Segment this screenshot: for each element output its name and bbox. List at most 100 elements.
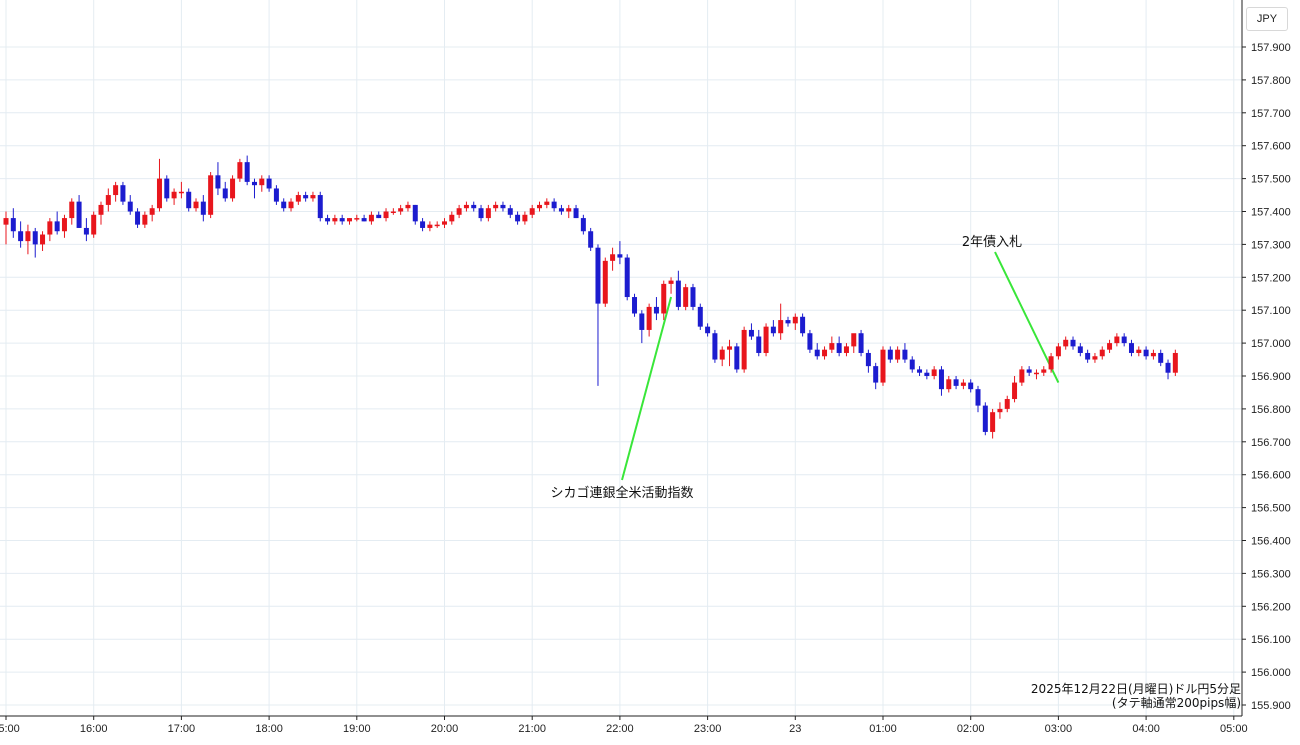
candle-body: [10, 218, 16, 232]
chart-caption-line1: 2025年12月22日(月曜日)ドル円5分足: [1031, 682, 1241, 696]
candle-body: [544, 201, 550, 205]
candle-body: [990, 412, 996, 432]
candle-body: [390, 211, 396, 213]
candle-body: [354, 218, 360, 220]
candle-body: [105, 195, 111, 205]
candle-body: [741, 329, 747, 370]
candle-body: [690, 287, 696, 307]
candle-body: [573, 208, 579, 219]
candle-body: [273, 188, 279, 202]
candle-body: [427, 224, 433, 228]
candle-body: [361, 218, 367, 222]
candle-body: [420, 221, 426, 228]
candle-body: [880, 349, 886, 383]
candle-body: [982, 405, 988, 432]
x-tick-label: 01:00: [869, 723, 897, 735]
candle-body: [412, 204, 418, 222]
candle-body: [610, 254, 616, 261]
annotation-leader-line: [994, 251, 1060, 384]
x-tick-label: 03:00: [1045, 723, 1073, 735]
y-tick-label: 157.300: [1251, 239, 1291, 251]
candle-body: [200, 201, 206, 215]
candle-body: [149, 208, 155, 215]
candle-body: [763, 326, 769, 353]
candle-body: [471, 204, 477, 209]
candle-body: [1107, 343, 1113, 350]
candle-body: [456, 208, 462, 215]
candle-body: [237, 162, 243, 179]
candle-body: [946, 379, 952, 390]
candle-body: [332, 218, 338, 222]
candle-body: [770, 326, 776, 334]
candle-body: [368, 214, 374, 222]
candle-body: [917, 369, 923, 373]
y-tick-label: 156.600: [1251, 470, 1291, 482]
candle-body: [193, 201, 199, 209]
candle-body: [887, 349, 893, 360]
candle-body: [1019, 369, 1025, 383]
candle-body: [463, 204, 469, 209]
candle-body: [807, 333, 813, 350]
currency-badge[interactable]: JPY: [1246, 7, 1288, 31]
candle-body: [588, 231, 594, 248]
y-tick-label: 155.900: [1251, 700, 1291, 712]
candle-body: [1055, 346, 1061, 357]
candle-body: [317, 195, 323, 219]
candle-body: [32, 231, 38, 245]
candle-body: [602, 260, 608, 304]
candle-body: [83, 227, 89, 235]
candle-body: [1063, 339, 1069, 347]
candle-body: [325, 218, 331, 222]
candle-body: [171, 191, 177, 199]
candle-body: [1136, 349, 1142, 353]
candle-body: [756, 336, 762, 353]
candle-body: [1033, 372, 1039, 375]
grid-lines: [0, 0, 1242, 716]
candle-body: [785, 320, 791, 324]
candle-body: [632, 297, 638, 314]
candle-body: [164, 178, 170, 199]
candle-body: [507, 208, 513, 215]
candle-body: [76, 201, 82, 228]
candle-body: [865, 352, 871, 367]
candle-body: [127, 201, 133, 212]
candle-body: [383, 211, 389, 219]
y-tick-label: 157.600: [1251, 141, 1291, 153]
candle-body: [1012, 382, 1018, 400]
candle-body: [478, 208, 484, 219]
candle-body: [697, 306, 703, 327]
annotation-lines: [621, 251, 1060, 481]
y-tick-label: 156.800: [1251, 404, 1291, 416]
candle-body: [1158, 352, 1164, 363]
x-tick-label: 04:00: [1132, 723, 1160, 735]
x-tick-label: 22:00: [606, 723, 634, 735]
candle-body: [25, 231, 31, 242]
candle-body: [281, 201, 287, 209]
candle-body: [310, 195, 316, 199]
y-tick-label: 156.700: [1251, 437, 1291, 449]
candle-body: [617, 254, 623, 258]
candle-body: [705, 326, 711, 334]
candle-body: [303, 195, 309, 199]
candle-body: [558, 208, 564, 212]
candle-body: [208, 175, 214, 215]
candle-body: [931, 369, 937, 376]
x-tick-label: 21:00: [518, 723, 546, 735]
candle-body: [186, 191, 192, 209]
candle-body: [346, 218, 352, 222]
candle-body: [712, 333, 718, 360]
y-tick-label: 156.200: [1251, 601, 1291, 613]
y-tick-label: 156.400: [1251, 536, 1291, 548]
x-tick-label: 19:00: [343, 723, 371, 735]
candle-body: [1041, 369, 1047, 373]
candle-body: [895, 349, 901, 360]
candle-body: [909, 359, 915, 370]
annotation-2y-auction-label: 2年債入札: [962, 235, 1022, 250]
candle-body: [639, 313, 645, 330]
candle-body: [778, 320, 784, 334]
y-tick-label: 157.800: [1251, 75, 1291, 87]
candle-body: [843, 346, 849, 353]
candle-body: [485, 208, 491, 219]
y-axis-ticks: 157.900 157.800 157.700 157.600 157.500 157.4…: [1242, 42, 1291, 712]
